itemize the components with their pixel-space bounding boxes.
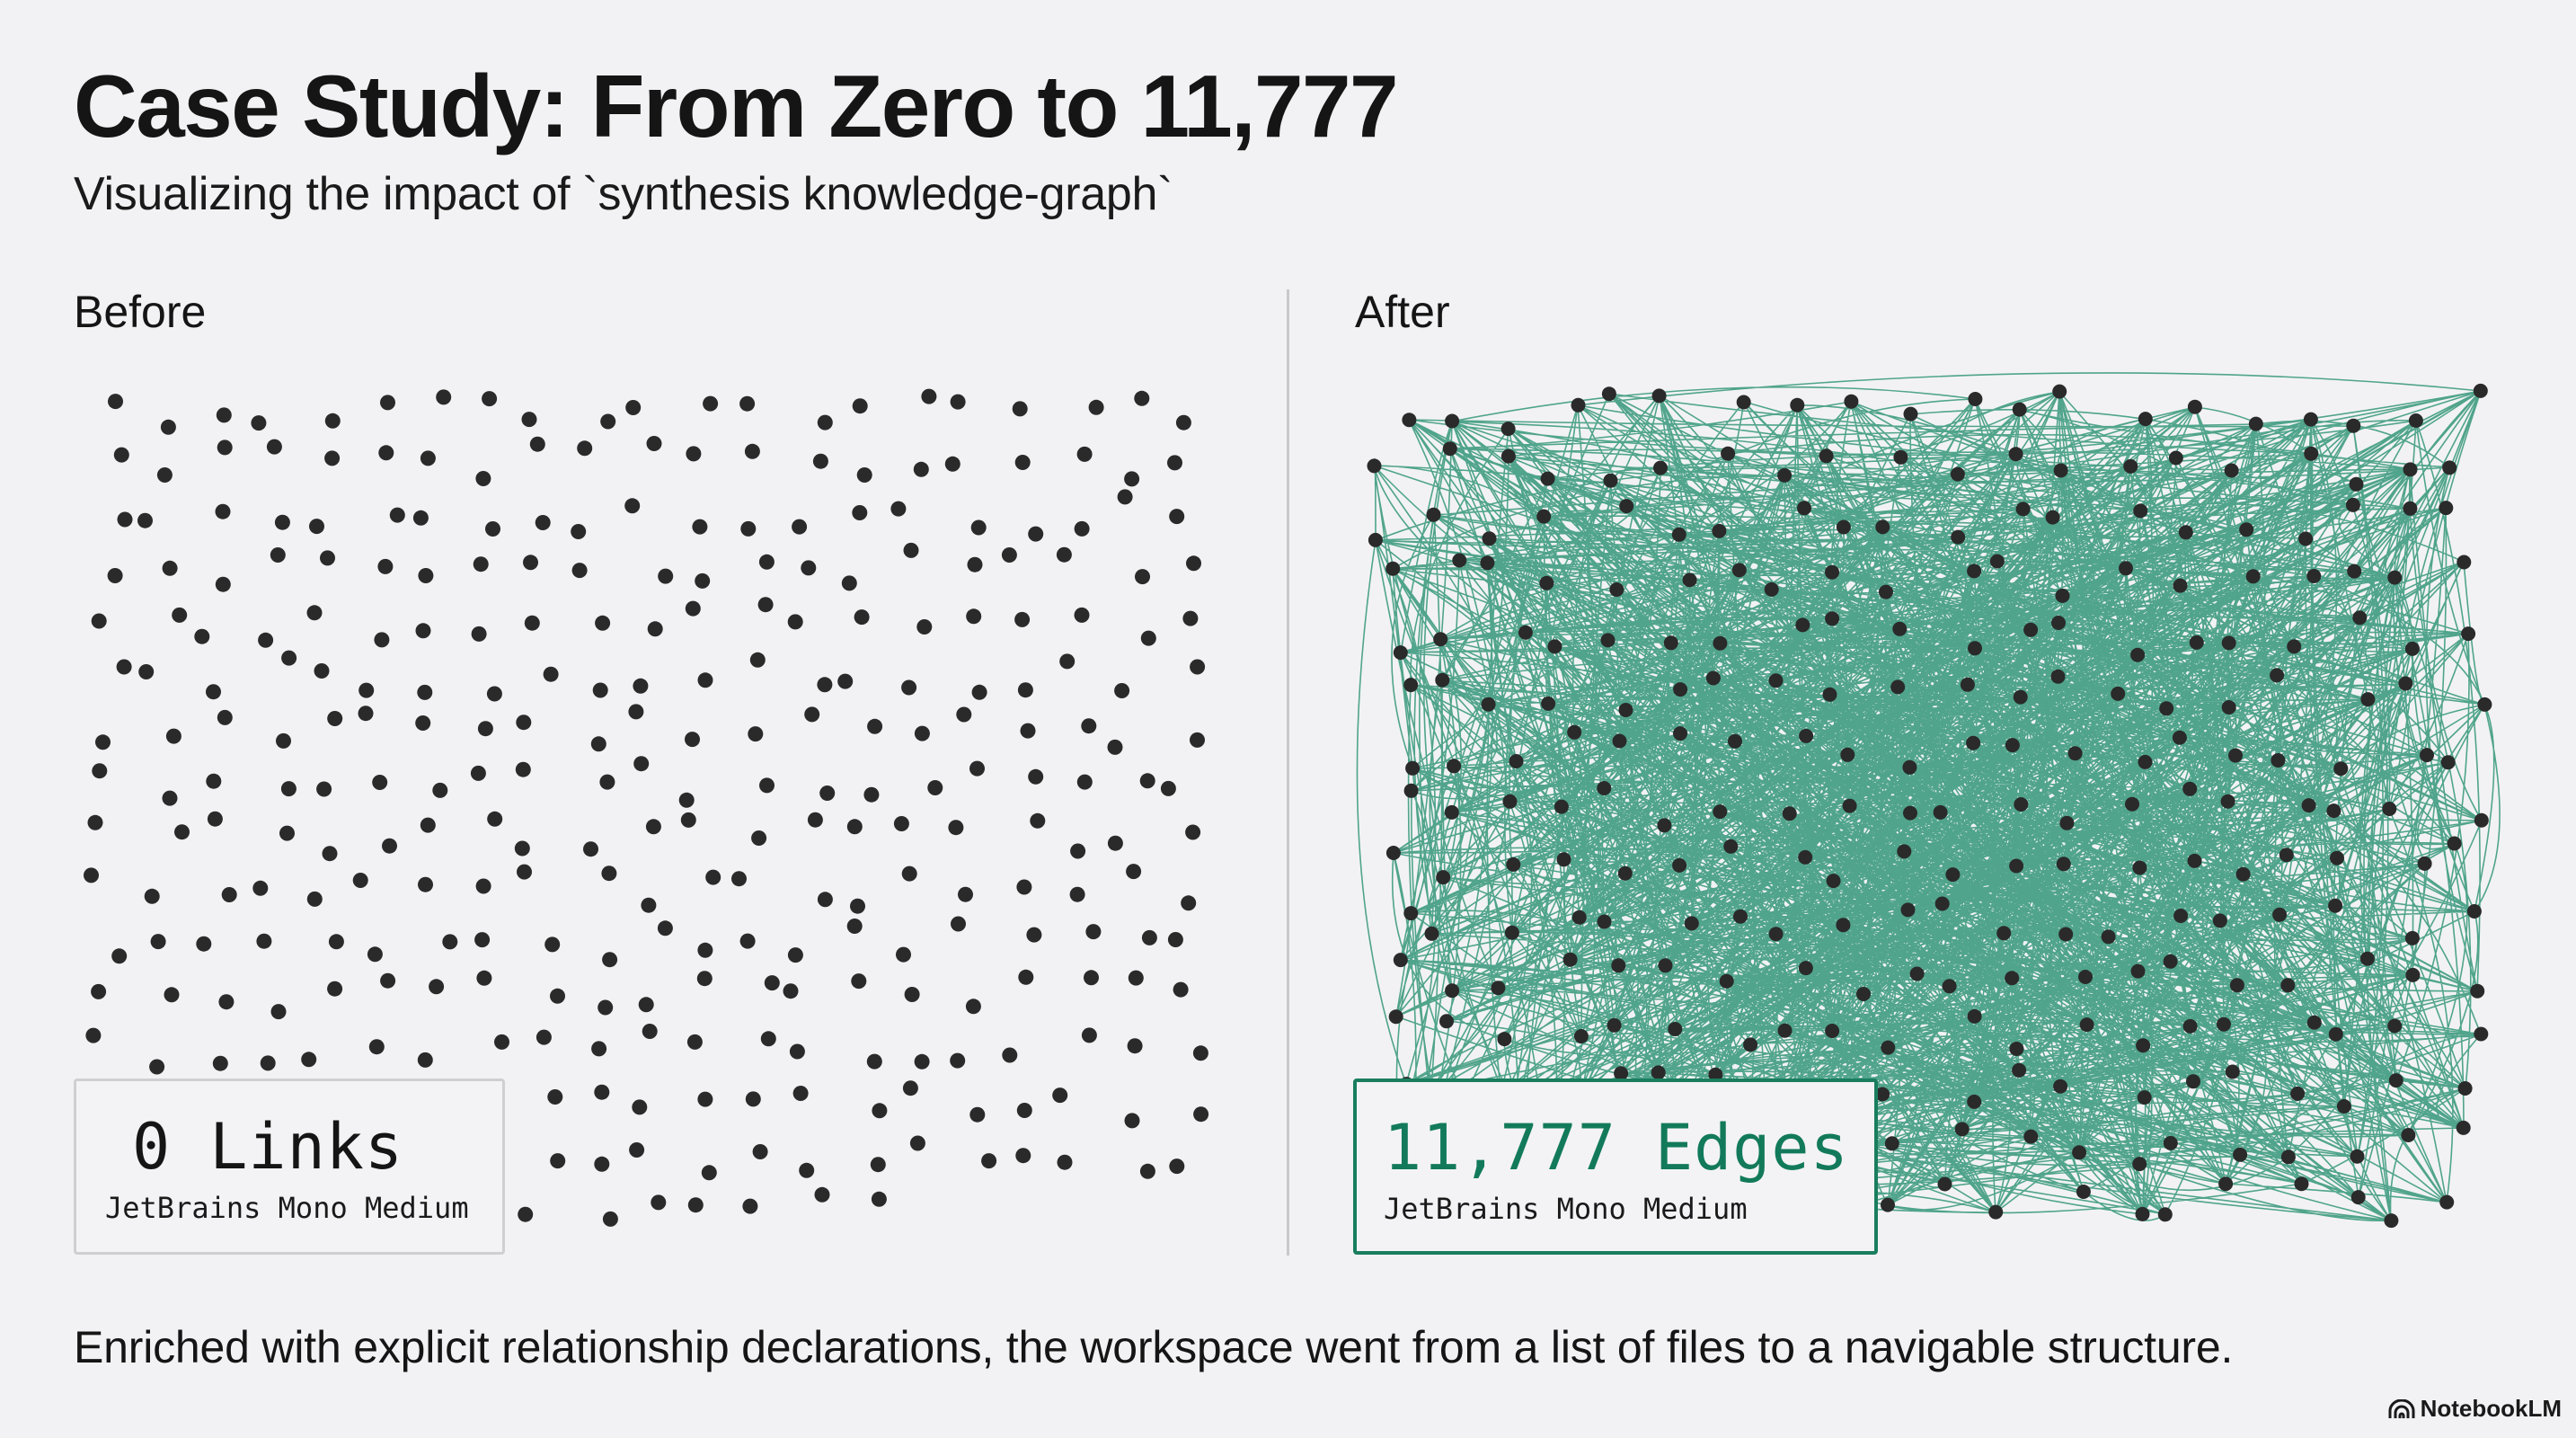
before-graph-nodes bbox=[84, 388, 1209, 1227]
before-stat-card: 0 Links JetBrains Mono Medium bbox=[74, 1078, 505, 1255]
after-panel-label: After bbox=[1355, 287, 1450, 337]
page-title: Case Study: From Zero to 11,777 bbox=[74, 57, 1398, 155]
before-links-count: 0 Links bbox=[132, 1110, 404, 1184]
panel-divider bbox=[1287, 289, 1289, 1256]
page-subtitle: Visualizing the impact of `synthesis kno… bbox=[74, 168, 1173, 220]
after-stat-card: 11,777 Edges JetBrains Mono Medium bbox=[1353, 1078, 1878, 1255]
brand-watermark: NotebookLM bbox=[2388, 1395, 2562, 1423]
notebooklm-logo-icon bbox=[2388, 1398, 2415, 1418]
before-font-caption: JetBrains Mono Medium bbox=[105, 1191, 469, 1225]
after-font-caption: JetBrains Mono Medium bbox=[1384, 1192, 1748, 1226]
after-edges-count: 11,777 Edges bbox=[1384, 1111, 1849, 1185]
footer-caption: Enriched with explicit relationship decl… bbox=[74, 1322, 2234, 1372]
before-panel-label: Before bbox=[74, 287, 207, 337]
brand-name: NotebookLM bbox=[2420, 1395, 2562, 1422]
